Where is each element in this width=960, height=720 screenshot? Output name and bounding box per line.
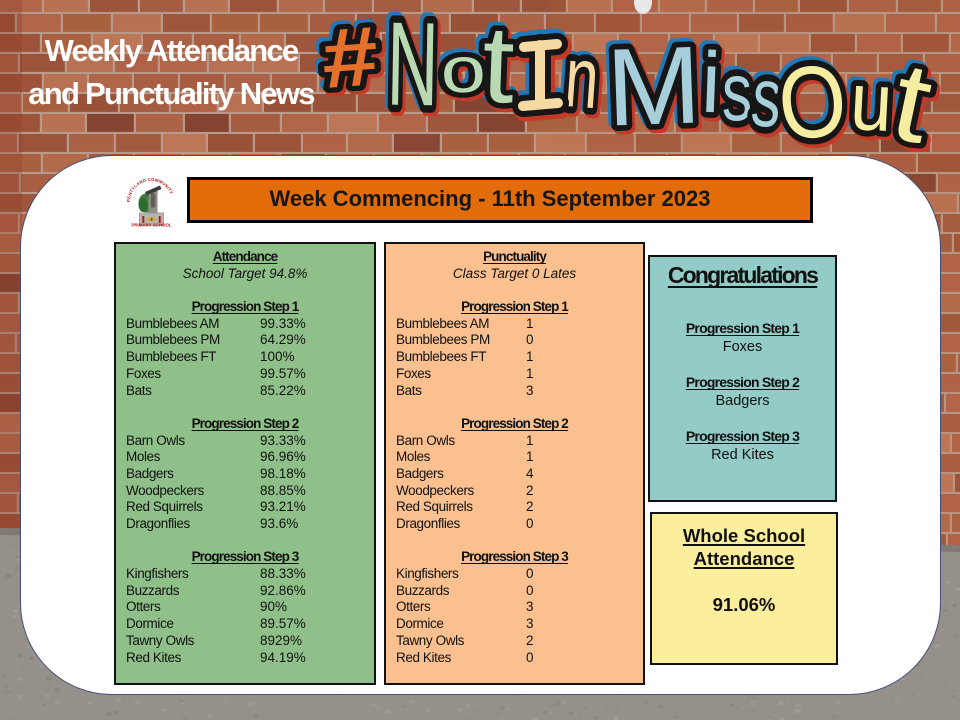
svg-text:M: M (602, 20, 701, 146)
svg-text:t: t (480, 2, 516, 126)
svg-text:M: M (607, 26, 706, 152)
svg-text:u: u (846, 52, 893, 146)
svg-text:M: M (604, 23, 703, 149)
svg-text:n: n (562, 28, 602, 126)
svg-text:o: o (439, 32, 487, 107)
svg-text:s: s (722, 46, 752, 139)
svg-text:#: # (316, 5, 378, 103)
svg-text:N: N (383, 0, 437, 128)
svg-text:o: o (442, 35, 490, 110)
svg-text:s: s (724, 49, 754, 142)
svg-text:PRIMARY SCHOOL: PRIMARY SCHOOL (131, 223, 171, 227)
svg-text:o: o (437, 29, 485, 104)
svg-text:N: N (388, 0, 442, 134)
svg-text:u: u (848, 55, 895, 149)
svg-text:i: i (700, 35, 722, 132)
svg-text:O: O (770, 39, 849, 160)
svg-text:s: s (719, 43, 749, 136)
svg-text:N: N (386, 0, 440, 131)
svg-text:O: O (773, 42, 852, 163)
svg-text:#: # (321, 11, 383, 109)
svg-text:#: # (319, 8, 381, 106)
